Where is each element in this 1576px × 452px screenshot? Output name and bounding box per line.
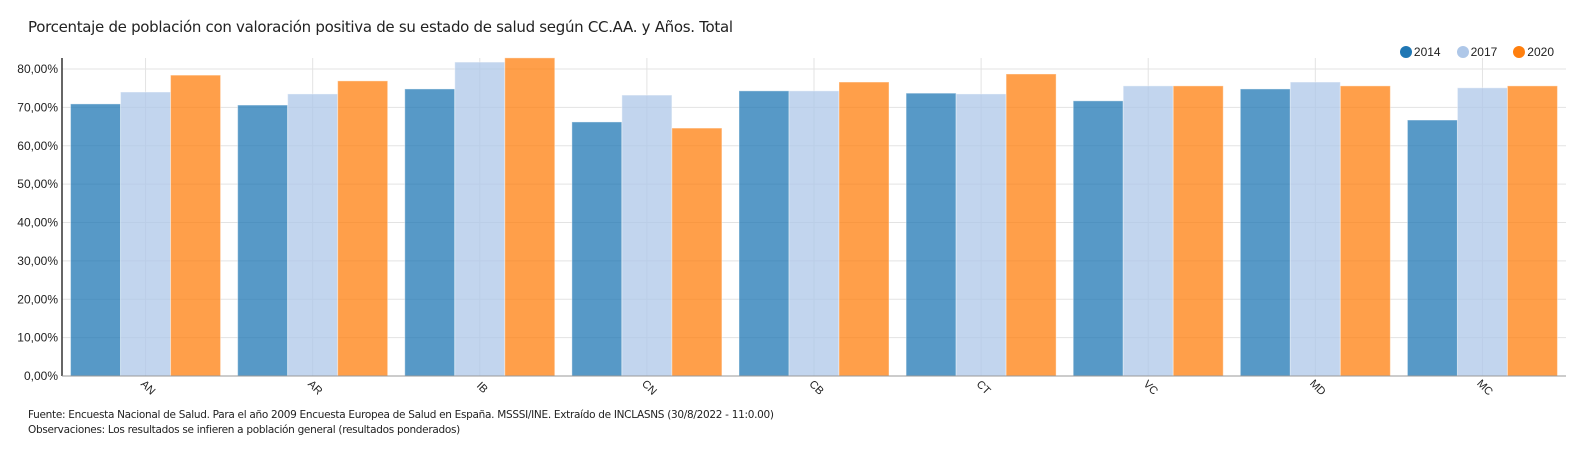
bar-VC-2020[interactable]: VC 2020: 75.6 xyxy=(1172,85,1224,377)
x-tick-label: CB xyxy=(806,378,825,397)
x-tick-label: AR xyxy=(305,378,324,397)
bar-MC-2017[interactable]: MC 2017: 75.1 xyxy=(1456,87,1508,377)
y-tick-label: 30,00% xyxy=(17,254,58,268)
legend-item-2020[interactable]: 2020 xyxy=(1513,45,1554,59)
bars: AN 2014: 70.9AN 2017: 74AN 2020: 78.4 AR … xyxy=(70,57,1558,377)
bar-CN-2014[interactable]: CN 2014: 66.2 xyxy=(571,121,623,377)
bar-IB-2014[interactable]: IB 2014: 74.8 xyxy=(404,88,456,377)
legend-swatch-2020 xyxy=(1513,46,1526,58)
bar-MD-2017[interactable]: MD 2017: 76.6 xyxy=(1289,81,1341,377)
bar-CB-2020[interactable]: CB 2020: 76.6 xyxy=(838,81,890,377)
x-axis: AN AR IB CN CB CT VC MD MC xyxy=(62,375,1566,399)
x-tick-label: VC xyxy=(1141,378,1160,397)
y-tick-label: 40,00% xyxy=(17,216,58,230)
bar-VC-2014[interactable]: VC 2014: 71.7 xyxy=(1072,100,1124,377)
bar-IB-2020[interactable]: IB 2020: 82.9 xyxy=(504,57,556,377)
bar-MC-2020[interactable]: MC 2020: 75.6 xyxy=(1506,85,1558,377)
y-tick-label: 0,00% xyxy=(24,369,58,383)
x-tick-label: IB xyxy=(474,380,490,396)
legend-label-2014: 2014 xyxy=(1413,45,1441,59)
bar-MD-2014[interactable]: MD 2014: 74.8 xyxy=(1239,88,1291,377)
bar-AR-2017[interactable]: AR 2017: 73.5 xyxy=(287,93,339,377)
bar-CN-2017[interactable]: CN 2017: 73.2 xyxy=(621,94,673,377)
bar-AN-2014[interactable]: AN 2014: 70.9 xyxy=(70,103,122,377)
bar-AR-2014[interactable]: AR 2014: 70.6 xyxy=(237,104,289,377)
bar-CT-2014[interactable]: CT 2014: 73.7 xyxy=(905,92,957,377)
x-tick-label: CN xyxy=(639,378,659,398)
legend-item-2014[interactable]: 2014 xyxy=(1399,45,1441,59)
legend-swatch-2017 xyxy=(1456,46,1469,58)
y-axis: 0,00% 10,00% 20,00% 30,00% 40,00% 50,00% 60,00… xyxy=(17,58,63,383)
footer: Fuente: Encuesta Nacional de Salud. Para… xyxy=(28,408,774,438)
legend-label-2020: 2020 xyxy=(1527,45,1554,59)
bar-CB-2017[interactable]: CB 2017: 74.3 xyxy=(788,90,840,377)
y-tick-label: 20,00% xyxy=(17,292,58,306)
bar-CT-2017[interactable]: CT 2017: 73.5 xyxy=(955,93,1007,377)
y-tick-label: 70,00% xyxy=(17,100,58,114)
bar-AN-2020[interactable]: AN 2020: 78.4 xyxy=(170,74,222,377)
bar-VC-2017[interactable]: VC 2017: 75.6 xyxy=(1122,85,1174,377)
x-tick-label: MC xyxy=(1474,378,1495,399)
legend-item-2017[interactable]: 2017 xyxy=(1456,45,1498,59)
x-tick-label: AN xyxy=(138,378,157,397)
source-note: Fuente: Encuesta Nacional de Salud. Para… xyxy=(28,409,774,421)
bar-CT-2020[interactable]: CT 2020: 78.7 xyxy=(1005,73,1057,377)
y-tick-label: 80,00% xyxy=(17,62,58,76)
bar-MC-2014[interactable]: MC 2014: 66.7 xyxy=(1406,119,1458,377)
legend-swatch-2014 xyxy=(1399,46,1412,58)
observations-note: Observaciones: Los resultados se infiere… xyxy=(28,424,460,436)
bar-AN-2017[interactable]: AN 2017: 74 xyxy=(120,91,172,377)
bar-chart: AN 2014: 70.9AN 2017: 74AN 2020: 78.4 AR … xyxy=(17,57,1566,399)
y-tick-label: 60,00% xyxy=(17,139,58,153)
bar-CN-2020[interactable]: CN 2020: 64.6 xyxy=(671,127,723,377)
x-tick-label: CT xyxy=(974,378,993,397)
x-tick-label: MD xyxy=(1307,378,1328,399)
legend: 2014 2017 2020 xyxy=(1399,45,1554,59)
bar-IB-2017[interactable]: IB 2017: 81.8 xyxy=(454,61,506,377)
bar-AR-2020[interactable]: AR 2020: 76.9 xyxy=(337,80,389,377)
y-tick-label: 10,00% xyxy=(17,331,58,345)
legend-label-2017: 2017 xyxy=(1470,45,1498,59)
y-tick-label: 50,00% xyxy=(17,177,58,191)
chart-title: Porcentaje de población con valoración p… xyxy=(28,18,733,36)
bar-CB-2014[interactable]: CB 2014: 74.3 xyxy=(738,90,790,377)
bar-MD-2020[interactable]: MD 2020: 75.6 xyxy=(1339,85,1391,377)
